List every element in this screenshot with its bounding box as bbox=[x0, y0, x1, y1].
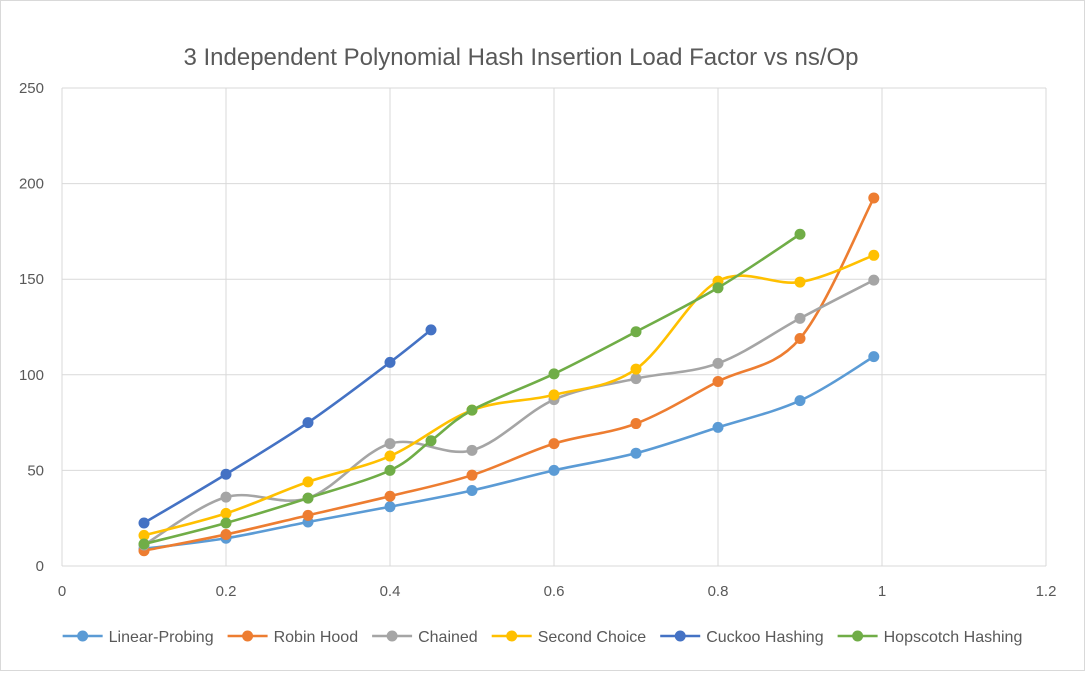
legend-label: Robin Hood bbox=[274, 629, 359, 646]
series-line-robin-hood bbox=[142, 196, 876, 553]
data-point bbox=[384, 356, 396, 368]
y-tick-label: 50 bbox=[27, 462, 44, 479]
legend-item-second-choice: Second Choice bbox=[491, 629, 647, 646]
data-point bbox=[384, 438, 396, 450]
series-second-choice bbox=[138, 249, 880, 541]
data-point bbox=[384, 490, 396, 502]
legend-label: Hopscotch Hashing bbox=[884, 629, 1023, 646]
y-tick-label: 150 bbox=[19, 271, 44, 288]
legend-item-chained: Chained bbox=[372, 629, 478, 646]
data-point bbox=[302, 509, 314, 521]
series-linear-probing bbox=[138, 351, 880, 555]
legend: Linear-Probing Robin Hood Chained Second Ch… bbox=[62, 629, 1023, 646]
legend-item-linear-probing: Linear-Probing bbox=[62, 629, 214, 646]
data-point bbox=[630, 326, 642, 338]
data-point bbox=[630, 447, 642, 459]
data-point bbox=[548, 389, 560, 401]
legend-item-robin-hood: Robin Hood bbox=[227, 629, 359, 646]
data-point bbox=[220, 507, 232, 519]
data-point bbox=[466, 469, 478, 481]
data-point bbox=[630, 373, 642, 385]
legend-dot-marker bbox=[386, 630, 398, 642]
chart-title: 3 Independent Polynomial Hash Insertion … bbox=[183, 44, 858, 71]
data-point bbox=[868, 249, 880, 261]
data-point bbox=[384, 450, 396, 462]
x-tick-label: 0 bbox=[58, 583, 66, 600]
legend-dot-marker bbox=[77, 630, 89, 642]
legend-item-hopscotch-hashing: Hopscotch Hashing bbox=[837, 629, 1023, 646]
legend-label: Second Choice bbox=[538, 629, 647, 646]
axes: 0 50 100 150 200 250 0 0.2 0.4 0.6 0.8 1 1.2 bbox=[19, 80, 1056, 600]
data-point bbox=[384, 501, 396, 513]
x-tick-label: 0.8 bbox=[708, 583, 729, 600]
series-line-hopscotch-hashing bbox=[142, 232, 802, 546]
data-point bbox=[712, 357, 724, 369]
data-point bbox=[220, 528, 232, 540]
data-point bbox=[220, 491, 232, 503]
data-point bbox=[548, 464, 560, 476]
x-tick-label: 0.4 bbox=[380, 583, 401, 600]
series-line-linear-probing bbox=[142, 355, 876, 551]
data-point bbox=[138, 529, 150, 541]
legend-item-cuckoo-hashing: Cuckoo Hashing bbox=[660, 629, 824, 646]
data-point bbox=[466, 404, 478, 416]
data-point bbox=[794, 332, 806, 344]
y-tick-label: 250 bbox=[19, 80, 44, 97]
legend-dot-marker bbox=[852, 630, 864, 642]
data-point bbox=[794, 276, 806, 288]
legend-dot-marker bbox=[242, 630, 254, 642]
data-point bbox=[794, 395, 806, 407]
x-tick-label: 1.2 bbox=[1036, 583, 1057, 600]
gridlines bbox=[61, 87, 1047, 567]
data-point bbox=[794, 312, 806, 324]
data-point bbox=[302, 417, 314, 429]
legend-label: Linear-Probing bbox=[109, 629, 214, 646]
data-point bbox=[384, 464, 396, 476]
legend-label: Cuckoo Hashing bbox=[706, 629, 823, 646]
data-point bbox=[630, 363, 642, 375]
legend-dot-marker bbox=[674, 630, 686, 642]
x-tick-label: 1 bbox=[878, 583, 886, 600]
data-point bbox=[794, 228, 806, 240]
series-robin-hood bbox=[138, 192, 880, 557]
data-point bbox=[712, 375, 724, 387]
data-point bbox=[425, 324, 437, 336]
data-point bbox=[302, 492, 314, 504]
x-tick-label: 0.6 bbox=[544, 583, 565, 600]
series-line-second-choice bbox=[142, 254, 876, 537]
legend-label: Chained bbox=[418, 629, 478, 646]
data-point bbox=[868, 274, 880, 286]
data-point bbox=[868, 192, 880, 204]
x-tick-label: 0.2 bbox=[216, 583, 237, 600]
y-tick-label: 0 bbox=[36, 558, 44, 575]
y-tick-label: 100 bbox=[19, 367, 44, 384]
data-point bbox=[868, 351, 880, 363]
data-point bbox=[466, 484, 478, 496]
data-point bbox=[220, 468, 232, 480]
legend-dot-marker bbox=[506, 630, 518, 642]
data-point bbox=[712, 421, 724, 433]
data-point bbox=[630, 418, 642, 430]
data-point bbox=[548, 438, 560, 450]
data-point bbox=[425, 435, 437, 447]
series-hopscotch-hashing bbox=[138, 228, 806, 550]
data-point bbox=[712, 282, 724, 294]
data-point bbox=[466, 444, 478, 456]
data-point bbox=[302, 476, 314, 488]
data-point bbox=[138, 538, 150, 550]
data-point bbox=[220, 517, 232, 529]
y-tick-label: 200 bbox=[19, 176, 44, 193]
series-lines bbox=[138, 192, 880, 557]
series-cuckoo-hashing bbox=[138, 324, 437, 529]
data-point bbox=[138, 517, 150, 529]
data-point bbox=[548, 368, 560, 380]
